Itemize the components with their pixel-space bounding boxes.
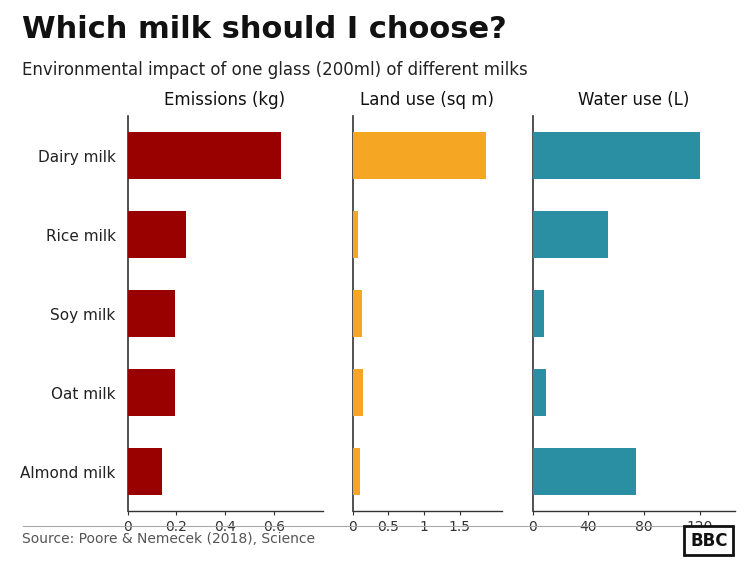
Bar (532, 369, 547, 417)
Title: Water use (L): Water use (L) (578, 91, 689, 109)
Title: Land use (sq m): Land use (sq m) (361, 91, 494, 109)
Text: Source: Poore & Nemecek (2018), Science: Source: Poore & Nemecek (2018), Science (22, 532, 316, 546)
Title: Emissions (kg): Emissions (kg) (164, 91, 286, 109)
Bar (352, 369, 363, 417)
Bar (532, 448, 636, 496)
Bar (352, 132, 486, 180)
Bar (532, 211, 608, 259)
Bar (128, 132, 281, 180)
Bar (352, 290, 362, 338)
Bar (532, 132, 700, 180)
Bar (352, 448, 360, 496)
Text: BBC: BBC (690, 532, 728, 550)
Bar (128, 448, 162, 496)
Bar (128, 290, 175, 338)
Text: Environmental impact of one glass (200ml) of different milks: Environmental impact of one glass (200ml… (22, 61, 528, 79)
Bar (128, 369, 175, 417)
Bar (128, 211, 186, 259)
Bar (352, 211, 358, 259)
Text: Which milk should I choose?: Which milk should I choose? (22, 15, 507, 44)
Bar (532, 290, 544, 338)
